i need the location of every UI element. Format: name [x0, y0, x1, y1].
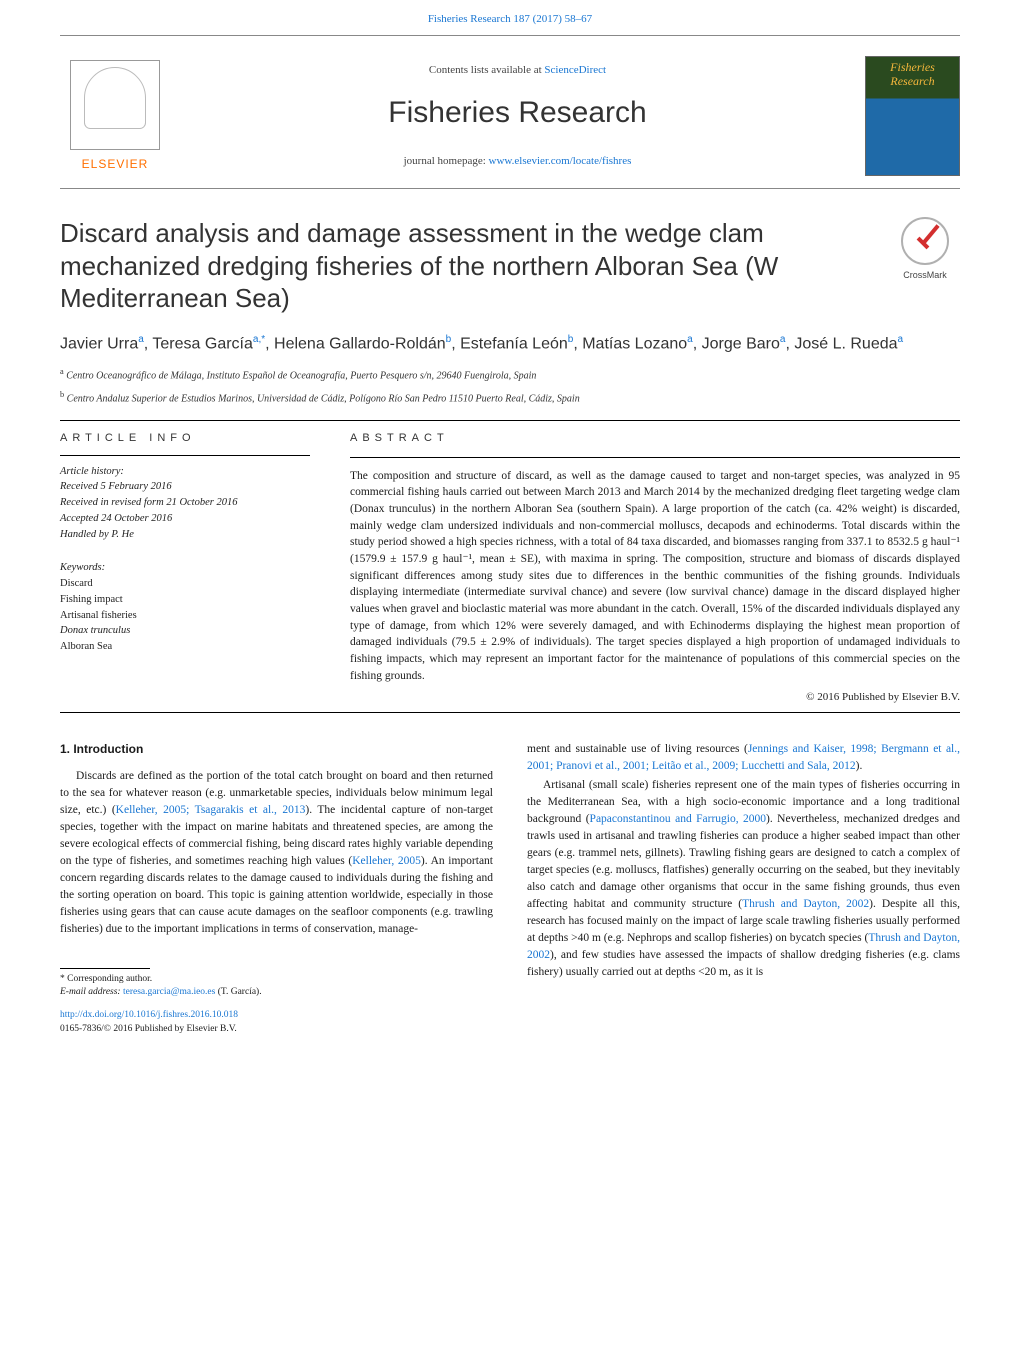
paragraph: Discards are defined as the portion of t… [60, 768, 493, 938]
email-suffix: (T. García). [215, 987, 261, 997]
abstract-text: The composition and structure of discard… [350, 468, 960, 685]
section-1-heading: 1. Introduction [60, 741, 493, 758]
text-run: ). Nevertheless, mechanized dredges and … [527, 813, 960, 910]
text-run: ment and sustainable use of living resou… [527, 743, 748, 755]
right-column: ment and sustainable use of living resou… [527, 741, 960, 1036]
keywords-label: Keywords: [60, 560, 310, 576]
corresponding-author-note: * Corresponding author. E-mail address: … [60, 973, 493, 1000]
affiliation-a: a Centro Oceanográfico de Málaga, Instit… [60, 366, 960, 383]
elsevier-tree-icon [70, 60, 160, 150]
footnote-rule [60, 968, 150, 969]
journal-name: Fisheries Research [170, 92, 865, 134]
publisher-logo-block: ELSEVIER [60, 60, 170, 173]
affiliation-b-text: Centro Andaluz Superior de Estudios Mari… [67, 393, 580, 404]
crossmark-label: CrossMark [903, 270, 947, 280]
info-subrule [60, 455, 310, 456]
text-run: ). [856, 760, 863, 772]
homepage-link[interactable]: www.elsevier.com/locate/fishres [489, 155, 632, 167]
citation-link[interactable]: Thrush and Dayton, 2002 [742, 898, 869, 910]
issn-copyright-line: 0165-7836/© 2016 Published by Elsevier B… [60, 1023, 493, 1036]
keyword: Artisanal fisheries [60, 608, 310, 624]
history-label: Article history: [60, 464, 310, 480]
crossmark-check-icon [901, 217, 949, 265]
keyword: Fishing impact [60, 592, 310, 608]
contents-prefix: Contents lists available at [429, 64, 544, 76]
elsevier-wordmark: ELSEVIER [82, 156, 149, 173]
keyword: Alboran Sea [60, 639, 310, 655]
abstract-subrule [350, 457, 960, 458]
abstract-column: ABSTRACT The composition and structure o… [350, 431, 960, 706]
journal-cover-thumbnail: Fisheries Research [865, 56, 960, 176]
journal-reference: Fisheries Research 187 (2017) 58–67 [428, 13, 592, 25]
author-list: Javier Urraa, Teresa Garcíaa,*, Helena G… [60, 333, 960, 356]
citation-link[interactable]: Papaconstantinou and Farrugio, 2000 [590, 813, 766, 825]
keywords-block: Keywords: Discard Fishing impact Artisan… [60, 560, 310, 655]
article-info-column: ARTICLE INFO Article history: Received 5… [60, 431, 310, 706]
text-run: ), and few studies have assessed the imp… [527, 949, 960, 978]
copyright-line: © 2016 Published by Elsevier B.V. [350, 690, 960, 705]
email-label: E-mail address: [60, 987, 123, 997]
article-title: Discard analysis and damage assessment i… [60, 217, 872, 315]
sciencedirect-link[interactable]: ScienceDirect [544, 64, 606, 76]
email-line: E-mail address: teresa.garcia@ma.ieo.es … [60, 986, 493, 999]
abstract-heading: ABSTRACT [350, 431, 960, 446]
article-front-matter: Discard analysis and damage assessment i… [0, 217, 1020, 712]
affiliation-a-text: Centro Oceanográfico de Málaga, Institut… [66, 370, 536, 381]
cover-title-line1: Fisheries [890, 61, 935, 74]
keyword: Discard [60, 576, 310, 592]
paragraph-continuation: ment and sustainable use of living resou… [527, 741, 960, 775]
masthead-center: Contents lists available at ScienceDirec… [170, 63, 865, 170]
article-history: Article history: Received 5 February 201… [60, 464, 310, 543]
citation-link[interactable]: Kelleher, 2005; Tsagarakis et al., 2013 [116, 804, 306, 816]
masthead-bottom-rule [60, 188, 960, 189]
history-accepted: Accepted 24 October 2016 [60, 511, 310, 527]
history-revised: Received in revised form 21 October 2016 [60, 495, 310, 511]
article-info-heading: ARTICLE INFO [60, 431, 310, 446]
homepage-prefix: journal homepage: [404, 155, 489, 167]
affiliation-b: b Centro Andaluz Superior de Estudios Ma… [60, 389, 960, 406]
info-top-rule [60, 420, 960, 421]
crossmark-widget[interactable]: CrossMark [890, 217, 960, 282]
history-received: Received 5 February 2016 [60, 479, 310, 495]
info-bottom-rule [60, 712, 960, 713]
left-column: 1. Introduction Discards are defined as … [60, 741, 493, 1036]
journal-homepage-line: journal homepage: www.elsevier.com/locat… [170, 154, 865, 169]
info-abstract-row: ARTICLE INFO Article history: Received 5… [60, 431, 960, 706]
contents-lists-line: Contents lists available at ScienceDirec… [170, 63, 865, 78]
corresponding-label: * Corresponding author. [60, 973, 493, 986]
keyword: Donax trunculus [60, 623, 310, 639]
history-handled: Handled by P. He [60, 527, 310, 543]
doi-block: http://dx.doi.org/10.1016/j.fishres.2016… [60, 1009, 493, 1036]
citation-link[interactable]: Kelleher, 2005 [352, 855, 421, 867]
cover-title-line2: Research [890, 75, 934, 88]
body-two-column: 1. Introduction Discards are defined as … [0, 741, 1020, 1066]
doi-link[interactable]: http://dx.doi.org/10.1016/j.fishres.2016… [60, 1010, 238, 1020]
title-row: Discard analysis and damage assessment i… [60, 217, 960, 315]
email-link[interactable]: teresa.garcia@ma.ieo.es [123, 987, 215, 997]
running-head: Fisheries Research 187 (2017) 58–67 [0, 0, 1020, 35]
paragraph: Artisanal (small scale) fisheries repres… [527, 777, 960, 981]
masthead: ELSEVIER Contents lists available at Sci… [0, 36, 1020, 188]
